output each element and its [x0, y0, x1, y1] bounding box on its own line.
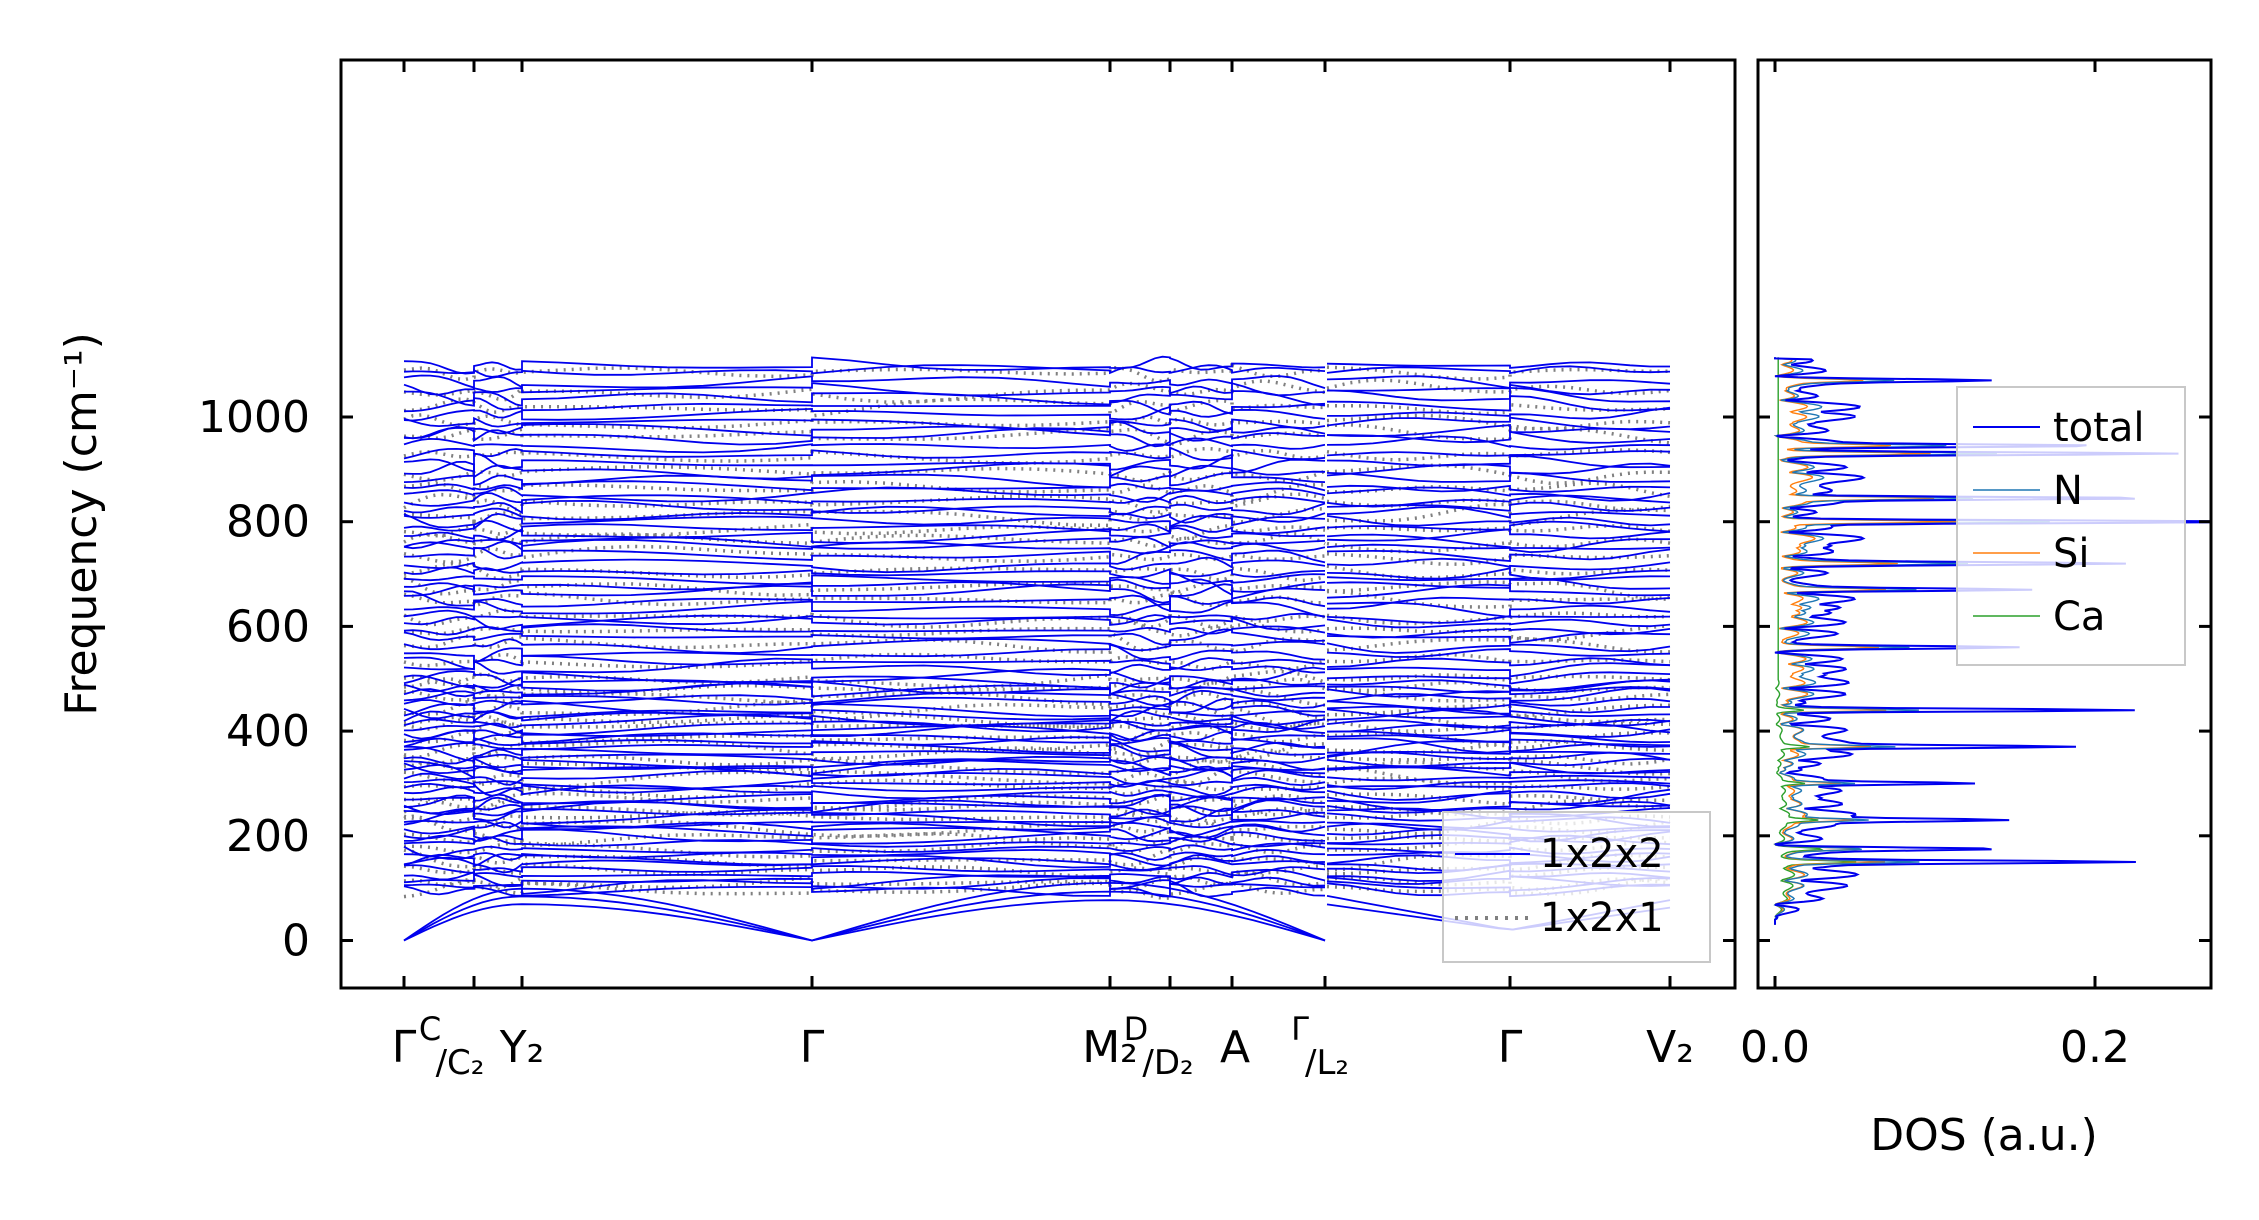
- band-ytick-label: 1000: [198, 392, 310, 443]
- band-branch-1x2x1: [403, 830, 1671, 850]
- band-branch-1x2x2: [404, 643, 1671, 664]
- band-branch-1x2x1: [403, 776, 1671, 800]
- band-branch-1x2x2: [403, 492, 1671, 508]
- band-branch-1x2x2: [403, 756, 1671, 772]
- xtick-label-G1: Γ: [392, 1022, 417, 1073]
- xtick-label-G3: Γ: [1498, 1022, 1523, 1073]
- band-branch-1x2x2: [403, 666, 1671, 687]
- band-branch-1x2x2: [403, 435, 1671, 454]
- band-x-labels: Γ C/C₂ Y₂ Γ M₂D/D₂ A Γ/L₂ Γ V₂: [392, 1010, 1694, 1083]
- legend-label-1x2x2: 1x2x2: [1540, 831, 1664, 877]
- legend-label-Ca: Ca: [2053, 594, 2105, 640]
- dos-legend[interactable]: total N Si Ca: [1956, 386, 2186, 666]
- band-ytick-label: 800: [226, 497, 310, 548]
- band-branch-1x2x2: [403, 364, 1671, 378]
- band-branch-1x2x2: [403, 697, 1670, 718]
- dos-y-ticks: [1758, 415, 2211, 942]
- xtick-label-L2: /L₂: [1305, 1043, 1349, 1083]
- dos-x-axis-label: DOS (a.u.): [1870, 1110, 2098, 1161]
- band-branch-1x2x2: [403, 471, 1671, 489]
- dos-curve-Ca: [1773, 357, 1857, 925]
- band-branch-1x2x2: [403, 570, 1671, 586]
- high-symmetry-lines: [402, 60, 1672, 988]
- dos-axes-frame: [1756, 58, 2213, 990]
- legend-label-total: total: [2053, 405, 2144, 451]
- dos-x-ticks: 0.0 0.2: [1740, 60, 2130, 1073]
- band-legend[interactable]: 1x2x2 1x2x1: [1442, 811, 1711, 963]
- band-branch-1x2x1: [403, 737, 1671, 761]
- xtick-label-C: C: [419, 1010, 441, 1048]
- xtick-label-G2: Γ: [800, 1022, 825, 1073]
- band-branch-1x2x2: [403, 674, 1671, 691]
- band-branch-1x2x2: [403, 556, 1671, 574]
- legend-label-1x2x1: 1x2x1: [1540, 895, 1664, 941]
- band-branch-1x2x2: [403, 694, 1671, 711]
- band-branch-1x2x2: [403, 799, 1671, 816]
- band-branch-1x2x2: [404, 527, 1671, 544]
- band-branch-1x2x2: [403, 486, 1671, 503]
- band-acoustic-branch: [403, 890, 1326, 942]
- band-y-ticks: 0 200 400 600 800 1000: [198, 392, 1735, 967]
- band-ytick-label: 200: [226, 811, 310, 862]
- xtick-label-Y2: Y₂: [499, 1022, 545, 1073]
- band-branch-1x2x2: [403, 776, 1671, 791]
- xtick-label-C2: /C₂: [436, 1043, 485, 1083]
- band-branch-1x2x1: [403, 423, 1671, 446]
- y-axis-label: Frequency (cm⁻¹): [56, 332, 107, 716]
- band-branch-1x2x2: [403, 614, 1671, 631]
- band-branch-1x2x2: [403, 782, 1671, 797]
- band-branch-1x2x2: [403, 590, 1671, 613]
- band-branch-1x2x2: [403, 736, 1671, 754]
- band-branch-1x2x2: [403, 729, 1671, 745]
- band-axes-frame: [339, 58, 1737, 990]
- band-branch-1x2x2: [403, 793, 1671, 812]
- band-branch-1x2x2: [403, 657, 1671, 678]
- dos-panel: 0.0 0.2 DOS (a.u.) total N Si Ca: [1740, 58, 2213, 1161]
- legend-box: [1442, 811, 1711, 963]
- xtick-label-D2: /D₂: [1142, 1043, 1193, 1083]
- band-branch-1x2x2: [403, 533, 1671, 554]
- band-ytick-label: 600: [226, 601, 310, 652]
- band-branch-1x2x2: [403, 742, 1671, 763]
- xtick-label-V2: V₂: [1646, 1022, 1694, 1073]
- band-branch-1x2x1: [403, 397, 1671, 419]
- band-branch-1x2x1: [403, 502, 1671, 528]
- xtick-label-A: A: [1220, 1022, 1250, 1073]
- band-acoustic-branch: [403, 899, 1326, 942]
- band-branch-1x2x2: [403, 416, 1671, 432]
- band-ytick-label: 400: [226, 706, 310, 757]
- band-branch-1x2x1: [403, 588, 1671, 609]
- band-ytick-label: 0: [282, 916, 310, 967]
- xtick-label-Gl: Γ: [1291, 1010, 1309, 1048]
- band-lines-1x2x2: [403, 355, 1671, 942]
- band-branch-1x2x2: [403, 784, 1671, 801]
- legend-label-Si: Si: [2053, 531, 2090, 577]
- band-branch-1x2x2: [403, 499, 1671, 516]
- dos-legend-box: [1956, 386, 2186, 666]
- dos-xtick-label: 0.2: [2060, 1022, 2130, 1073]
- xtick-label-D: D: [1124, 1010, 1149, 1048]
- band-branch-1x2x2: [403, 425, 1671, 448]
- band-branch-1x2x2: [403, 355, 1670, 375]
- band-branch-1x2x2: [403, 480, 1671, 493]
- band-branch-1x2x2: [403, 446, 1671, 462]
- xtick-label-M2: M₂: [1082, 1022, 1138, 1073]
- band-branch-1x2x2: [403, 714, 1671, 733]
- band-branch-1x2x2: [403, 512, 1671, 531]
- band-branch-1x2x2: [403, 405, 1671, 422]
- band-branch-1x2x1: [403, 862, 1671, 879]
- band-branch-1x2x2: [403, 600, 1671, 618]
- legend-label-N: N: [2053, 468, 2083, 514]
- band-branch-1x2x2: [403, 374, 1671, 390]
- band-branch-1x2x2: [403, 623, 1671, 639]
- band-branch-1x2x2: [403, 395, 1671, 416]
- band-branch-1x2x2: [403, 576, 1671, 597]
- band-branch-1x2x1: [403, 619, 1671, 642]
- band-branch-1x2x2: [403, 654, 1671, 671]
- dos-xtick-label: 0.0: [1740, 1022, 1810, 1073]
